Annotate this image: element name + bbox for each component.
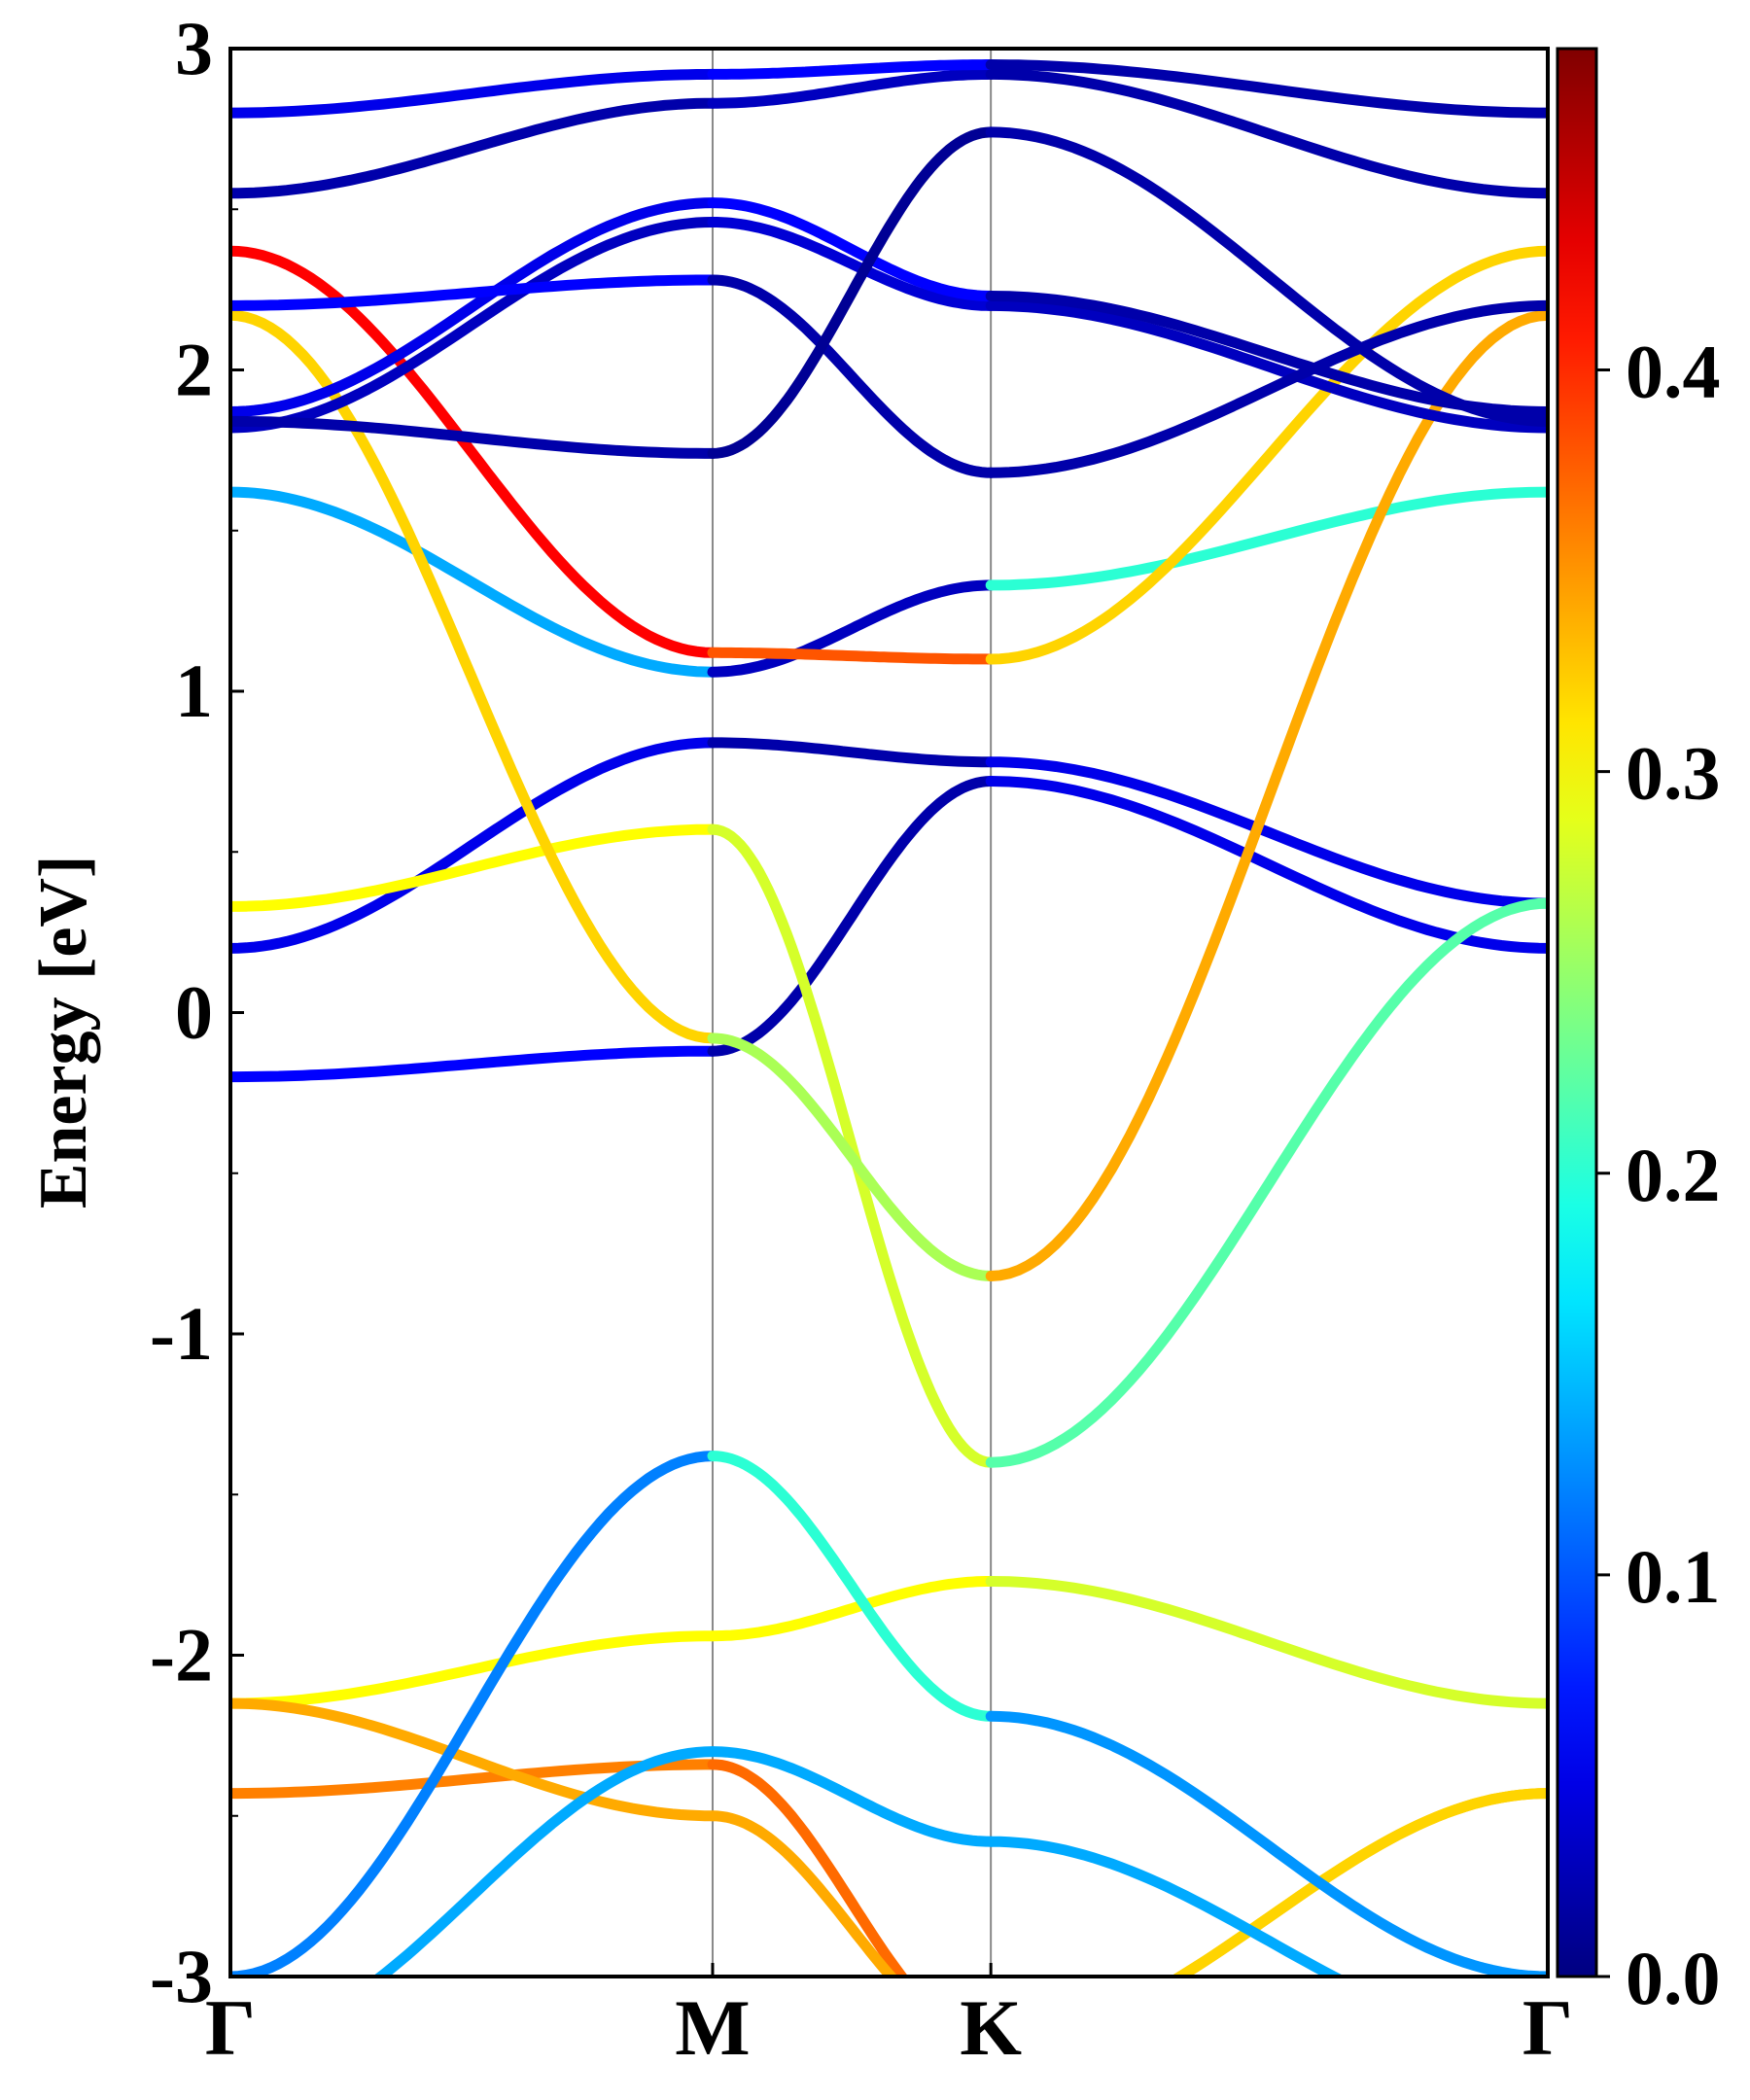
- y-tick-label: 0: [175, 970, 213, 1055]
- band-4-segment-1: [230, 492, 713, 672]
- band-2-segment-1: [230, 743, 713, 949]
- band-13-segment-3: [991, 1582, 1548, 1704]
- band-15-segment-3: [991, 1794, 1548, 2042]
- band-2-segment-2: [713, 743, 991, 762]
- band-12-segment-3: [991, 65, 1548, 114]
- kpoint-label: K: [960, 1983, 1022, 2072]
- y-axis-label: Energy [eV]: [26, 856, 101, 1209]
- band-structure-chart: -3 -2 -1 0 1 2 3 Γ M K Γ Energy [eV] 0.0 0.1 0.2 0.3…: [0, 0, 1750, 2100]
- band-1-segment-2: [713, 782, 991, 1052]
- colorbar-tick-label: 0.1: [1626, 1534, 1721, 1619]
- band-5-segment-2: [713, 652, 991, 659]
- y-tick-label: 1: [175, 648, 213, 733]
- band-9-segment-2: [713, 280, 991, 472]
- y-tick-label: -3: [150, 1934, 213, 2018]
- colorbar-tick-label: 0.0: [1626, 1936, 1721, 2020]
- y-tick-label: -2: [150, 1613, 213, 1698]
- band-4-segment-3: [991, 492, 1548, 585]
- band-3-segment-3: [991, 903, 1548, 1462]
- kpoint-label: M: [675, 1983, 750, 2072]
- band-6-segment-2: [713, 1038, 991, 1277]
- y-tick-label: -1: [150, 1291, 213, 1376]
- colorbar-tick-label: 0.2: [1626, 1133, 1721, 1217]
- band-15-segment-2: [713, 1816, 991, 2041]
- y-tick-label: 3: [175, 6, 213, 90]
- band-1-segment-1: [230, 1051, 713, 1076]
- band-11-segment-1: [230, 103, 713, 193]
- y-tick-label: 2: [175, 328, 213, 412]
- kpoint-label: Γ: [205, 1983, 256, 2072]
- colorbar: [1558, 49, 1596, 1977]
- band-14-segment-2: [713, 1765, 991, 2041]
- colorbar-tick-label: 0.3: [1626, 731, 1721, 816]
- band-13-segment-1: [230, 1636, 713, 1703]
- band-17-segment-3: [991, 1841, 1548, 2041]
- kpoint-label: Γ: [1522, 1983, 1573, 2072]
- colorbar-tick-label: 0.4: [1626, 330, 1721, 414]
